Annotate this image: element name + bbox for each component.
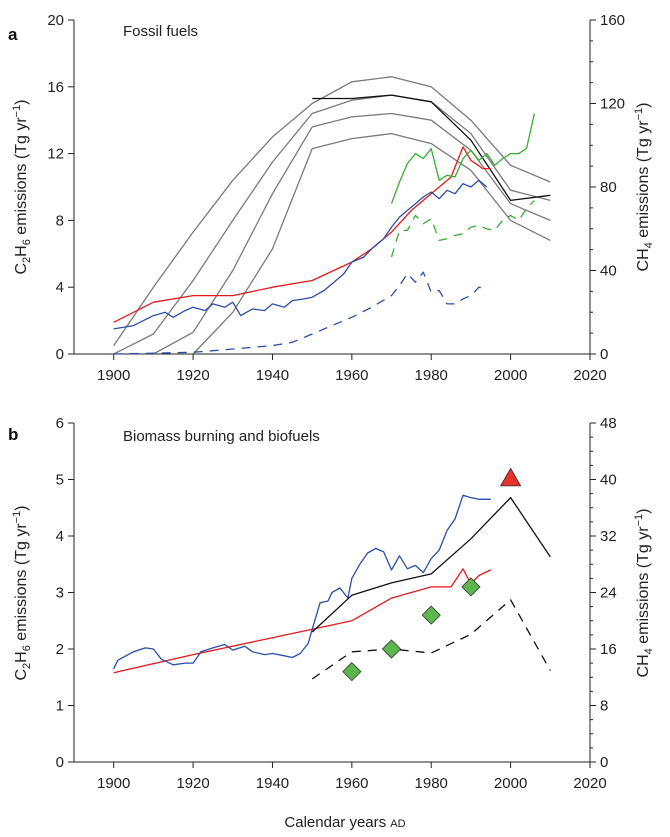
panel-b-left-tick-label: 3: [56, 585, 64, 602]
panel-b-right-tick-label: 16: [600, 641, 617, 658]
panel-b-right-tick-label: 40: [600, 472, 617, 489]
panel-b-diamond-marker: [461, 577, 481, 597]
panel-a-letter: a: [8, 25, 18, 44]
panel-a-x-tick-label: 2000: [494, 367, 527, 384]
panel-a-left-axis-label: C2H6 emissions (Tg yr−1): [11, 99, 33, 274]
panel-a-series-0: [113, 76, 551, 346]
panel-a-x-tick-label: 1900: [97, 367, 130, 384]
panel-a-right-tick-label: 120: [600, 96, 625, 113]
x-axis-caption: Calendar years AD: [284, 814, 405, 831]
panel-b-left-tick-label: 6: [56, 415, 64, 432]
panel-a-x-tick-label: 1960: [335, 367, 368, 384]
panel-b-series-3: [311, 599, 551, 680]
panel-b-x-tick-label: 1980: [415, 775, 448, 792]
panel-b-left-tick-label: 2: [56, 641, 64, 658]
panel-a-plot: 1900 1920 1940 1960 1980 2000 2020 0 4 8 12 16 20 0 40…: [47, 12, 625, 384]
panel-a-left-tick-label: 0: [56, 346, 64, 363]
panel-a-right-tick-label: 0: [600, 346, 608, 363]
panel-b-plot: 1900 1920 1940 1960 1980 2000 2020 0 1 2 3 4 5 6 0 8 16 2…: [56, 415, 617, 792]
panel-a-left-tick-label: 12: [47, 146, 64, 163]
panel-b-series-1: [113, 494, 491, 670]
panel-a-x-tick-label: 1980: [415, 367, 448, 384]
panel-b-left-axis-label: C2H6 emissions (Tg yr−1): [11, 505, 33, 680]
panel-b-left-tick-label: 5: [56, 472, 64, 489]
plot-layer: 1900 1920 1940 1960 1980 2000 2020048121620040…: [47, 12, 625, 792]
panel-b-x-tick-label: 1900: [97, 775, 130, 792]
panel-b-right-tick-label: 32: [600, 528, 617, 545]
panel-a-left-tick-label: 16: [47, 79, 64, 96]
panel-b-letter: b: [8, 425, 18, 444]
panel-a-series-4: [312, 94, 551, 202]
panel-b-title: Biomass burning and biofuels: [123, 428, 320, 445]
panel-a-x-tick-label: 2020: [573, 367, 606, 384]
panel-a-left-tick-label: 20: [47, 12, 64, 29]
panel-b-right-tick-label: 24: [600, 585, 617, 602]
panel-a-right-axis-label: CH4 emissions (Tg yr−1): [633, 103, 655, 272]
panel-b-left-tick-label: 1: [56, 698, 64, 715]
panel-b-x-tick-label: 2000: [494, 775, 527, 792]
panel-b-right-tick-label: 48: [600, 415, 617, 432]
panel-a-series-8: [390, 113, 536, 204]
panel-a-x-tick-label: 1940: [256, 367, 289, 384]
panel-b-triangle-marker: [499, 467, 522, 487]
panel-b-diamond-marker: [342, 662, 362, 682]
panel-a-left-tick-label: 8: [56, 212, 64, 229]
panel-b-left-tick-label: 4: [56, 528, 64, 545]
panel-b-x-tick-label: 1920: [176, 775, 209, 792]
panel-a-series-7: [113, 271, 487, 355]
panel-a-series-6: [113, 179, 488, 330]
panel-b-diamond-marker: [421, 605, 441, 625]
panel-a-series-9: [390, 199, 535, 258]
panel-b-x-tick-label: 1960: [335, 775, 368, 792]
panel-b-diamond-marker: [381, 639, 402, 659]
panel-b-right-tick-label: 8: [600, 698, 608, 715]
panel-b-x-tick-label: 2020: [573, 775, 606, 792]
panel-a-series-1: [113, 94, 551, 355]
panel-b-series-2: [311, 496, 551, 633]
panel-a-title: Fossil fuels: [123, 23, 198, 40]
panel-a-x-tick-label: 1920: [176, 367, 209, 384]
panel-b-right-axis-label: CH4 emissions (Tg yr−1): [633, 509, 655, 678]
panel-b-right-tick-label: 0: [600, 754, 608, 771]
panel-a-right-tick-label: 80: [600, 179, 617, 196]
panel-b-left-tick-label: 0: [56, 754, 64, 771]
panel-b-x-tick-label: 1940: [256, 775, 289, 792]
panel-a-series-3: [192, 132, 551, 355]
panel-a-right-tick-label: 160: [600, 12, 625, 29]
panel-a-left-tick-label: 4: [56, 279, 64, 296]
panel-a-right-tick-label: 40: [600, 263, 617, 280]
